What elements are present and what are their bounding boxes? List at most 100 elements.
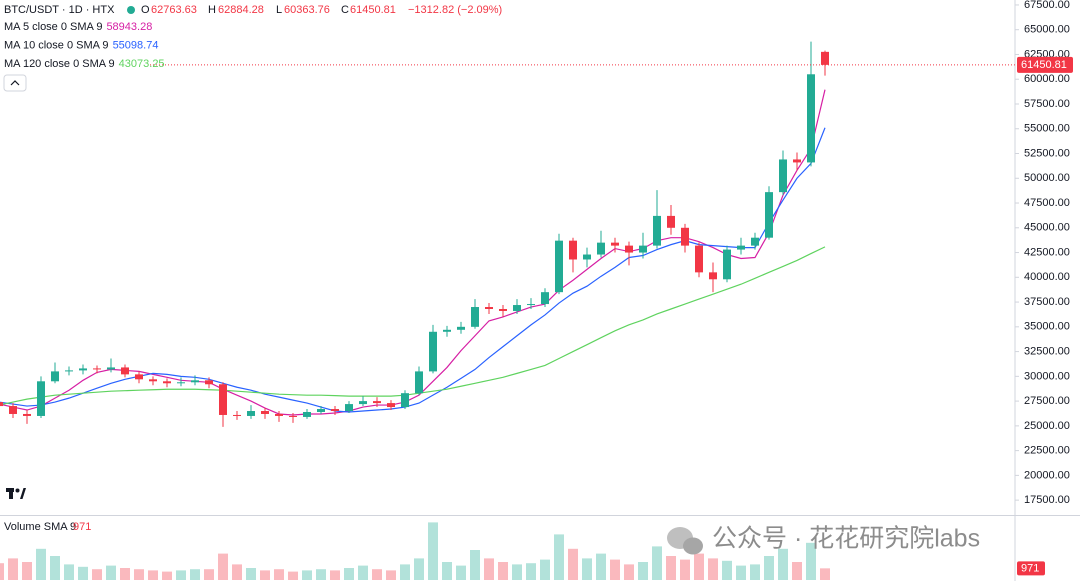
ohlc-label: L [276,4,282,16]
y-tick-label: 42500.00 [1024,246,1070,258]
candle-body [653,215,661,246]
volume-bar [246,568,256,580]
candle-body [401,393,409,408]
candle-body [345,404,353,412]
candle-body [779,159,787,193]
candle-body [751,237,759,246]
volume-bar [372,569,382,580]
candle-body [233,414,241,416]
volume-bar [694,553,704,580]
candle-body [107,367,115,370]
volume-bar [540,559,550,580]
volume-bar [386,570,396,580]
y-tick-label: 37500.00 [1024,296,1070,308]
candle-body [597,242,605,255]
y-tick-label: 30000.00 [1024,370,1070,382]
candle-body [373,401,381,404]
volume-bar [778,548,788,580]
volume-bar [806,542,816,580]
candle-body [681,227,689,246]
candle-body [807,74,815,163]
plot-area [0,41,1015,580]
candle-body [65,370,73,372]
volume-bar [358,565,368,580]
volume-bar [820,568,830,580]
volume-bar [22,562,32,580]
volume-bar [218,553,228,580]
y-tick-label: 50000.00 [1024,172,1070,184]
y-tick-label: 27500.00 [1024,395,1070,407]
volume-bar [498,562,508,580]
market-status [127,6,135,14]
volume-bar [680,559,690,580]
volume-bar [204,569,214,580]
volume-bar [442,562,452,580]
volume-bar [302,570,312,580]
candle-body [331,409,339,412]
last-price-label: 61450.81 [1021,59,1067,71]
candle-body [471,307,479,327]
y-tick-label: 67500.00 [1024,0,1070,11]
candle-body [387,403,395,408]
candle-body [583,254,591,260]
candle-body [275,413,283,416]
volume-bar [582,558,592,580]
candle-body [93,368,101,370]
candle-body [709,272,717,280]
y-tick-label: 57500.00 [1024,98,1070,110]
volume-bar [596,553,606,580]
candle-body [37,381,45,416]
candle-body [821,51,829,65]
volume-bar [512,564,522,580]
candle-body [51,371,59,382]
ma-legend-value: 55098.74 [113,39,159,51]
volume-bar [736,565,746,580]
logo-part [20,488,26,499]
candle-body [135,374,143,380]
y-tick-label: 22500.00 [1024,445,1070,457]
volume-bar [526,563,536,580]
candle-body [261,411,269,414]
y-tick-label: 60000.00 [1024,73,1070,85]
volume-bar [456,565,466,580]
collapse-legend-button[interactable] [3,74,27,92]
candle-body [639,245,647,253]
candle-body [667,215,675,228]
volume-bar [232,564,242,580]
candle-body [569,240,577,260]
tradingview-logo [6,488,26,499]
volume-bar [764,556,774,580]
candle-body [23,413,31,416]
legend: BTC/USDT · 1D · HTX O 62763.63 H 62884.2… [3,4,502,92]
candle-body [485,307,493,309]
volume-bar [92,569,102,580]
y-tick-label: 20000.00 [1024,469,1070,481]
volume-bar [428,522,438,580]
candle-body [303,412,311,417]
watermark: 公众号 · 花花研究院labs [667,525,980,555]
volume-bar [708,558,718,580]
volume-bar [568,548,578,580]
candle-body [205,380,213,385]
y-tick-label: 55000.00 [1024,123,1070,135]
volume-bar [64,564,74,580]
candle-body [149,379,157,382]
volume-legend: Volume SMA 9 [4,521,76,533]
volume-bar [162,571,172,580]
candle-body [415,371,423,394]
ohlc-value: 61450.81 [350,4,396,16]
wechat-icon [683,537,703,555]
ma-legend-name: MA 5 close 0 SMA 9 [4,21,102,33]
volume-bar [750,564,760,580]
candle-body [0,402,3,407]
volume-bar [50,556,60,580]
volume-bar [638,562,648,580]
last-volume-label: 971 [1021,562,1039,574]
volume-bar [652,546,662,580]
volume-bar [0,563,4,580]
volume-bar [722,560,732,580]
ohlc-value: 60363.76 [284,4,330,16]
candle-body [121,367,129,375]
